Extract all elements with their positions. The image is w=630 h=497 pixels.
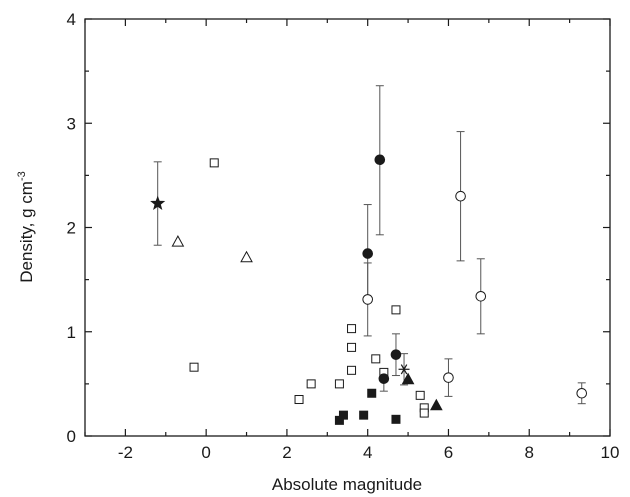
y-tick-label: 4 — [67, 10, 76, 29]
y-tick-label: 2 — [67, 219, 76, 238]
hollow-triangle-marker — [171, 235, 185, 247]
hollow-circle-marker — [576, 387, 588, 399]
hollow-square-marker — [334, 379, 344, 389]
x-tick-label: 4 — [363, 443, 372, 462]
hollow-circle-marker — [475, 291, 487, 302]
x-tick-label: 6 — [444, 443, 453, 462]
hollow-square-marker — [371, 354, 381, 364]
error-bars — [153, 85, 586, 405]
data-markers — [150, 154, 588, 425]
hollow-square-marker — [306, 379, 316, 389]
hollow-circle-marker — [362, 294, 373, 305]
tick-labels: -2 0 2 4 6 8 10 0 1 2 3 4 — [67, 10, 620, 462]
filled-circle-marker — [362, 248, 373, 259]
y-tick-label: 1 — [67, 323, 76, 342]
filled-circle-marker — [374, 154, 386, 166]
plot-frame — [84, 18, 611, 437]
x-axis-title: Absolute magnitude — [272, 475, 422, 494]
x-tick-label: -2 — [118, 443, 133, 462]
x-tick-label: 2 — [282, 443, 291, 462]
y-axis-title-superscript: -3 — [16, 171, 28, 181]
hollow-circle-marker — [455, 190, 466, 202]
filled-square-marker — [338, 410, 348, 420]
filled-circle-marker — [378, 373, 390, 384]
hollow-square-marker — [189, 362, 199, 372]
hollow-square-marker — [347, 365, 357, 375]
filled-square-marker — [367, 388, 377, 398]
y-axis-title: Density, g cm-3 — [16, 171, 36, 283]
hollow-triangle-marker — [240, 250, 253, 263]
asterisk-stroke — [400, 364, 408, 375]
hollow-square-marker — [294, 395, 304, 405]
filled-square-marker — [359, 410, 369, 420]
y-axis-title-text: Density, g cm — [17, 181, 36, 283]
hollow-square-marker — [391, 305, 401, 315]
x-tick-label: 8 — [524, 443, 533, 462]
filled-square-marker — [391, 414, 401, 424]
hollow-circle-marker — [443, 372, 454, 383]
x-tick-label: 0 — [201, 443, 210, 462]
filled-triangle-marker — [430, 398, 443, 411]
hollow-square-marker — [419, 408, 429, 418]
x-tick-label: 10 — [601, 443, 620, 462]
hollow-square-marker — [415, 390, 425, 400]
filled-circle-marker — [390, 349, 402, 360]
hollow-square-marker — [347, 342, 357, 352]
y-tick-label: 3 — [67, 114, 76, 133]
filled-star-marker — [150, 195, 166, 210]
y-tick-label: 0 — [67, 427, 76, 446]
hollow-square-marker — [347, 324, 357, 334]
hollow-square-marker — [209, 158, 219, 168]
filled-triangle-marker — [401, 372, 415, 385]
asterisk-marker — [398, 364, 410, 375]
